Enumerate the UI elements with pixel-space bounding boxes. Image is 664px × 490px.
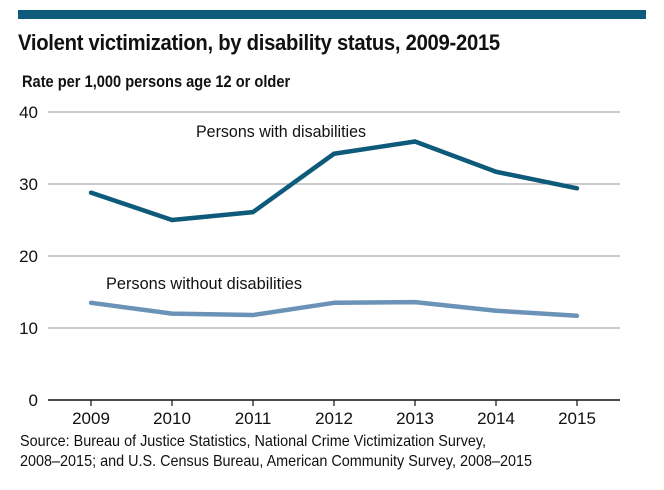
data-point-with-disabilities — [250, 209, 256, 215]
data-point-without-disabilities — [412, 299, 418, 305]
data-point-without-disabilities — [493, 308, 499, 313]
y-tick-label: 20 — [19, 247, 38, 266]
y-tick-label: 10 — [19, 319, 38, 338]
y-tick-label: 40 — [19, 103, 38, 122]
data-point-with-disabilities — [412, 139, 418, 144]
data-point-with-disabilities — [88, 190, 94, 195]
x-tick-label: 2014 — [477, 409, 515, 428]
x-tick-label: 2012 — [315, 409, 353, 428]
data-point-with-disabilities — [169, 217, 175, 223]
y-axis-label: Rate per 1,000 persons age 12 or older — [22, 72, 291, 91]
data-point-without-disabilities — [331, 300, 337, 305]
data-point-without-disabilities — [250, 312, 256, 318]
data-point-with-disabilities — [574, 186, 580, 191]
chart-title: Violent victimization, by disability sta… — [18, 30, 500, 55]
x-tick-label: 2013 — [396, 409, 434, 428]
data-point-without-disabilities — [574, 313, 580, 318]
source-note: Source: Bureau of Justice Statistics, Na… — [20, 432, 532, 472]
series-label-with-disabilities: Persons with disabilities — [196, 122, 366, 141]
data-point-with-disabilities — [331, 151, 337, 156]
source-line-2: 2008–2015; and U.S. Census Bureau, Ameri… — [20, 453, 533, 470]
header-accent-bar — [18, 10, 646, 19]
source-line-1: Source: Bureau of Justice Statistics, Na… — [20, 433, 487, 450]
series-label-without-disabilities: Persons without disabilities — [106, 274, 302, 293]
y-tick-label: 30 — [19, 175, 38, 194]
y-tick-label: 0 — [29, 391, 38, 410]
x-tick-label: 2010 — [153, 409, 191, 428]
x-tick-label: 2009 — [72, 409, 110, 428]
x-tick-label: 2015 — [558, 409, 596, 428]
data-point-without-disabilities — [88, 300, 94, 305]
data-point-with-disabilities — [493, 169, 499, 174]
data-point-without-disabilities — [169, 311, 175, 316]
x-tick-label: 2011 — [235, 409, 272, 428]
